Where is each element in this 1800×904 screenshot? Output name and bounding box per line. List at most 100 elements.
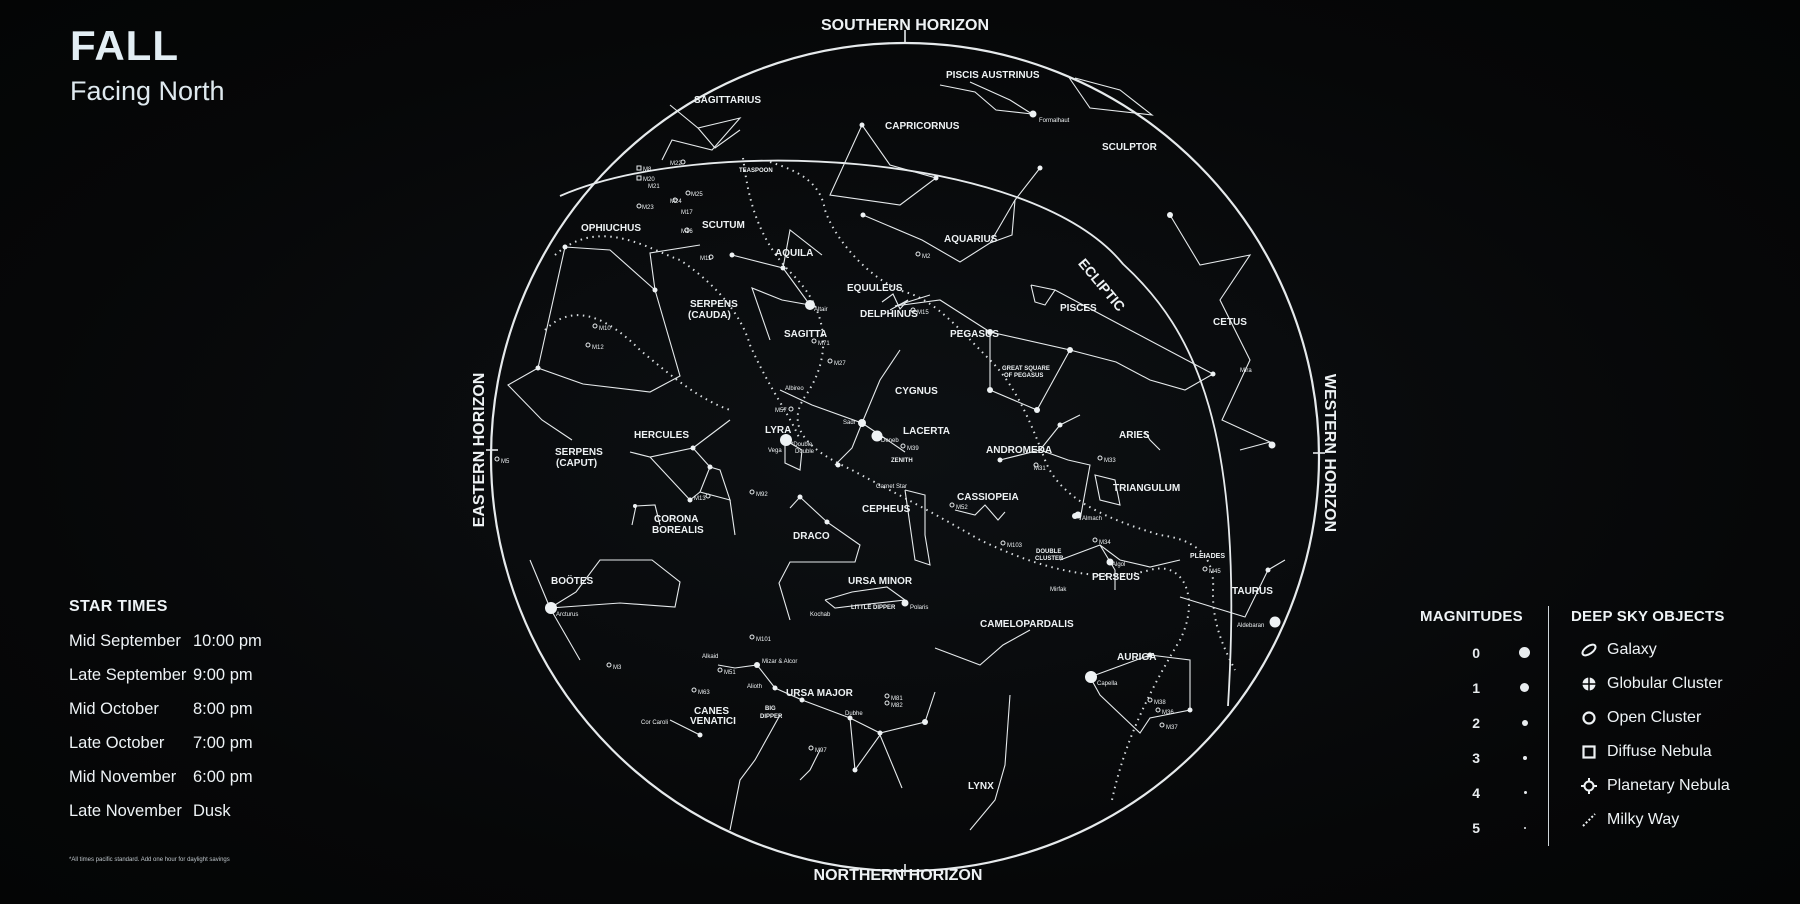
label-canes: CANES: [694, 706, 729, 717]
messier-m3: M3: [613, 665, 622, 671]
magnitude-row: 2: [1420, 705, 1540, 740]
label-cepheus: CEPHEUS: [862, 504, 911, 515]
star-time-period: Late November: [69, 802, 182, 820]
star-vega: Vega: [768, 448, 782, 454]
globular-cluster-icon: [1571, 675, 1607, 693]
star-arcturus: Arcturus: [556, 612, 578, 618]
messier-m13: M13: [694, 496, 706, 502]
magnitudes-heading: MAGNITUDES: [1420, 608, 1523, 625]
star-time-period: Late October: [69, 734, 165, 752]
deep-sky-item: Globular Cluster: [1571, 667, 1791, 701]
eastern-horizon-label: EASTERN HORIZON: [471, 373, 488, 528]
label-lacerta: LACERTA: [903, 426, 950, 437]
label-lynx: LYNX: [968, 781, 994, 792]
magnitude-value: 5: [1472, 819, 1480, 836]
diffuse-nebula-icon: [1571, 743, 1607, 761]
star-algol: Algol: [1112, 562, 1125, 568]
constellation-lines: [507, 75, 1286, 831]
star-time-period: Mid September: [69, 632, 181, 650]
magnitude-dot: [1523, 755, 1527, 760]
messier-m31: M31: [1034, 466, 1046, 472]
star-dubhe: Dubhe: [845, 711, 863, 717]
label-equuleus: EQUULEUS: [847, 283, 903, 294]
star-alkaid: Alkaid: [702, 654, 718, 660]
star-aldebaran: Aldebaran: [1237, 623, 1264, 629]
deep-sky-heading: DEEP SKY OBJECTS: [1571, 608, 1725, 625]
magnitude-value: 0: [1472, 644, 1480, 661]
label-cassiopeia: CASSIOPEIA: [957, 492, 1019, 503]
magnitude-dot: [1524, 791, 1527, 794]
messier-m22: M22: [670, 161, 682, 167]
messier-m8: M8: [643, 167, 652, 173]
messier-m23: M23: [642, 205, 654, 211]
label-teaspoon: TEASPOON: [739, 168, 773, 174]
label-big-dipper: BIG: [765, 706, 776, 712]
deep-sky-label: Open Cluster: [1607, 709, 1702, 726]
messier-m82: M82: [891, 703, 903, 709]
label-sagittarius: SAGITTARIUS: [694, 95, 761, 106]
milky-way-icon: [1571, 811, 1607, 829]
label-double-cluster-sub: CLUSTER: [1035, 556, 1064, 562]
star-time-period: Mid October: [69, 700, 159, 718]
label-canes-sub: VENATICI: [690, 716, 736, 727]
label-serpens-caput-sub: (CAPUT): [556, 458, 597, 469]
magnitude-dot: [1522, 719, 1528, 726]
star-albireo: Albireo: [785, 386, 804, 392]
star-almach: Almach: [1082, 516, 1102, 522]
messier-m51: M51: [724, 670, 736, 676]
star-sadr: Sadr: [843, 420, 856, 426]
label-triangulum: TRIANGULUM: [1113, 483, 1180, 494]
star-time-row: Late November Dusk: [69, 802, 329, 836]
label-double-cluster: DOUBLE: [1036, 549, 1061, 555]
label-cygnus: CYGNUS: [895, 386, 938, 397]
messier-m45: M45: [1209, 569, 1221, 575]
label-zenith: ZENITH: [891, 458, 913, 464]
ecliptic-line: [559, 159, 1233, 707]
deep-sky-label: Globular Cluster: [1607, 675, 1723, 692]
magnitude-value: 1: [1472, 679, 1480, 696]
messier-m101: M101: [756, 637, 772, 643]
label-andromeda: ANDROMEDA: [986, 445, 1052, 456]
deep-sky-label: Planetary Nebula: [1607, 777, 1730, 794]
messier-m24: M24: [670, 199, 682, 205]
messier-m81: M81: [891, 696, 903, 702]
deep-sky-item: Open Cluster: [1571, 701, 1791, 735]
stars: [535, 110, 1281, 773]
horizon-ticks: [486, 30, 1325, 876]
star-time-row: Late October 7:00 pm: [69, 734, 329, 768]
messier-m63: M63: [698, 690, 710, 696]
label-serpens-cauda-sub: (CAUDA): [688, 310, 731, 321]
messier-m34: M34: [1099, 540, 1111, 546]
label-capricornus: CAPRICORNUS: [885, 121, 960, 132]
magnitude-value: 4: [1472, 784, 1480, 801]
label-delphinus: DELPHINUS: [860, 309, 918, 320]
western-horizon-label: WESTERN HORIZON: [1321, 374, 1338, 532]
label-cetus: CETUS: [1213, 317, 1247, 328]
messier-m17: M17: [681, 210, 693, 216]
label-scutum: SCUTUM: [702, 220, 745, 231]
messier-m33: M33: [1104, 458, 1116, 464]
label-corona: CORONA: [654, 514, 698, 525]
star-mirfak: Mirfak: [1050, 587, 1067, 593]
messier-m15: M15: [917, 310, 929, 316]
messier-m37: M37: [1166, 725, 1178, 731]
star-time-value: Dusk: [193, 802, 231, 820]
label-corona-sub: BOREALIS: [652, 525, 704, 536]
label-sculptor: SCULPTOR: [1102, 142, 1158, 153]
star-altair: Altair: [814, 307, 828, 313]
label-ursa-minor: URSA MINOR: [848, 576, 913, 587]
label-pegasus: PEGASUS: [950, 329, 999, 340]
star-kochab: Kochab: [810, 612, 831, 618]
horizon-circle: [489, 41, 1321, 873]
star-time-row: Late September 9:00 pm: [69, 666, 329, 700]
deep-sky-label: Galaxy: [1607, 641, 1657, 658]
messier-m52: M52: [956, 505, 968, 511]
label-serpens-cauda: SERPENS: [690, 299, 738, 310]
label-sagitta: SAGITTA: [784, 329, 827, 340]
open-cluster-icon: [1571, 709, 1607, 727]
messier-m11: M11: [700, 256, 712, 262]
star-times-heading: STAR TIMES: [69, 598, 168, 615]
star-time-row: Mid October 8:00 pm: [69, 700, 329, 734]
label-little-dipper: LITTLE DIPPER: [851, 605, 896, 611]
